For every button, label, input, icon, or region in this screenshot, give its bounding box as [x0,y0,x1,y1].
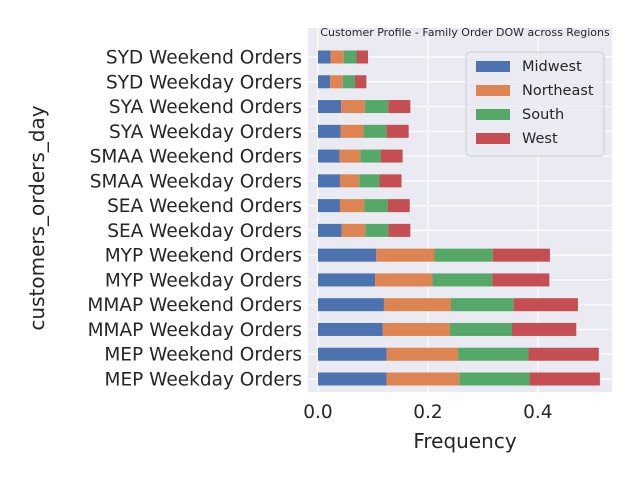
y-tick-label: MYP Weekend Orders [105,246,302,267]
bars [318,50,600,386]
bar-segment [379,174,402,188]
y-tick-label: SYD Weekday Orders [106,72,302,93]
bar-segment [340,124,364,138]
legend-label: South [522,107,564,123]
bar-segment [318,174,340,188]
bar-segment [511,322,577,336]
bar-segment [318,50,331,64]
bar-segment [354,75,367,89]
y-tick-labels: MEP Weekday Orders MEP Weekend Orders MMAP… [87,48,302,391]
y-tick-label: MEP Weekday Orders [105,370,303,391]
x-tick-label: 0.2 [413,402,442,423]
bar-segment [492,273,550,287]
bar-segment [341,223,366,237]
bar-segment [376,248,435,262]
bar-segment [339,199,365,213]
bar-segment [450,298,514,312]
y-tick-label: SMAA Weekday Orders [90,171,302,192]
bar-segment [330,75,343,89]
bar-segment [364,100,389,114]
legend-swatch [476,109,510,120]
y-axis-label: customers_orders_day [25,105,49,330]
bar-segment [363,124,387,138]
bar-segment [318,149,340,163]
bar-segment [434,248,493,262]
bar-segment [387,199,410,213]
legend-swatch [476,61,510,72]
y-tick-label: MEP Weekend Orders [104,345,302,366]
bar-segment [449,322,512,336]
bar-segment [318,199,340,213]
bar-segment [459,372,530,386]
bar-segment [365,223,389,237]
legend-label: Midwest [522,59,582,75]
bar-segment [388,100,411,114]
legend: Midwest Northeast South West [465,51,605,157]
legend-box [465,51,605,157]
bar-segment [342,75,355,89]
bar-segment [339,149,361,163]
bar-segment [318,100,342,114]
bar-segment [458,347,529,361]
bar-segment [386,347,459,361]
y-tick-label: MMAP Weekday Orders [88,320,302,341]
legend-swatch [476,133,510,144]
bar-segment [380,149,403,163]
bar-segment [318,322,383,336]
bar-segment [386,372,460,386]
bar-segment [318,347,387,361]
x-axis-label: Frequency [413,429,516,453]
bar-segment [318,124,341,138]
legend-label: West [522,131,558,147]
bar-segment [382,322,450,336]
bar-segment [318,273,376,287]
bar-segment [432,273,493,287]
y-tick-label: SYA Weekday Orders [109,122,302,143]
y-tick-label: SYD Weekend Orders [106,48,302,69]
bar-segment [513,298,578,312]
x-tick-label: 0.4 [523,402,552,423]
bar-segment [341,100,365,114]
chart-title: Customer Profile - Family Order DOW acro… [320,26,610,39]
bar-segment [364,199,388,213]
y-tick-label: MMAP Weekend Orders [87,295,302,316]
bar-segment [318,372,387,386]
y-tick-label: SEA Weekend Orders [107,196,302,217]
y-tick-label: SYA Weekend Orders [109,97,302,118]
bar-segment [318,298,384,312]
bar-segment [339,174,360,188]
bar-segment [359,174,380,188]
y-tick-label: MYP Weekday Orders [105,270,302,291]
bar-segment [492,248,550,262]
bar-segment [383,298,451,312]
bar-segment [330,50,344,64]
bar-segment [343,50,357,64]
legend-swatch [476,85,510,96]
x-tick-labels: 0.0 0.2 0.4 [303,402,552,423]
bar-segment [318,248,377,262]
bar-segment [360,149,381,163]
x-tick-label: 0.0 [303,402,332,423]
y-tick-label: SMAA Weekend Orders [90,147,302,168]
bar-segment [318,75,331,89]
bar-segment [375,273,433,287]
y-tick-label: SEA Weekday Orders [107,221,302,242]
bar-segment [318,223,342,237]
bar-segment [529,372,600,386]
legend-label: Northeast [522,83,594,99]
bar-segment [386,124,409,138]
bar-segment [388,223,411,237]
bar-segment [528,347,599,361]
bar-segment [356,50,369,64]
